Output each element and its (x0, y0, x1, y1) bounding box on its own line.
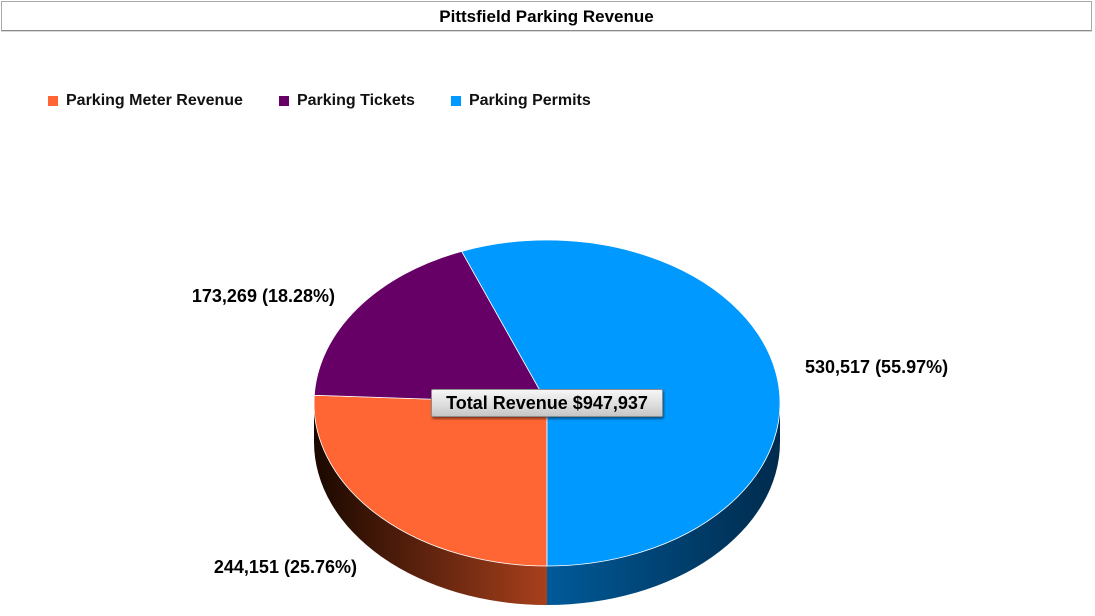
legend-item-parking-tickets[interactable]: Parking Tickets (278, 92, 415, 110)
legend-label-parking-permits: Parking Permits (468, 92, 591, 109)
legend-label-parking-tickets: Parking Tickets (296, 92, 415, 109)
legend-swatch-parking-tickets (278, 96, 289, 106)
chart-legend: Parking Meter Revenue Parking Tickets Pa… (48, 92, 627, 110)
pie-edge (313, 239, 781, 567)
legend-item-parking-meter-revenue[interactable]: Parking Meter Revenue (48, 92, 243, 110)
data-label-parking-meter-revenue: 244,151 (25.76%) (214, 557, 357, 577)
pie-slice-parking-tickets[interactable] (313, 250, 548, 404)
pie-side-parking-meter-revenue (314, 403, 547, 605)
legend-swatch-parking-meter-revenue (48, 96, 58, 106)
chart-title: Pittsfield Parking Revenue (1, 1, 1092, 31)
legend-item-parking-permits[interactable]: Parking Permits (450, 92, 591, 110)
data-label-parking-permits: 530,517 (55.97%) (805, 357, 948, 377)
legend-swatch-parking-permits (450, 96, 461, 106)
pie-slice-parking-meter-revenue[interactable] (313, 394, 548, 567)
legend-label-parking-meter-revenue: Parking Meter Revenue (66, 92, 243, 109)
pie-side-parking-permits (547, 403, 780, 605)
total-revenue-badge: Total Revenue $947,937 (431, 389, 663, 417)
data-label-parking-tickets: 173,269 (18.28%) (192, 286, 335, 306)
